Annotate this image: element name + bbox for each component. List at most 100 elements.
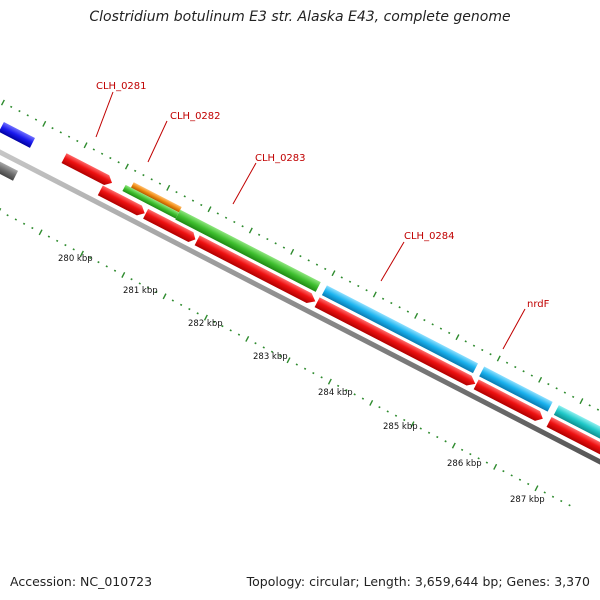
minor-tick	[527, 482, 530, 486]
minor-tick	[142, 173, 145, 177]
minor-tick	[72, 248, 75, 251]
minor-tick	[439, 327, 443, 330]
cds-feature[interactable]	[97, 185, 147, 218]
minor-tick	[100, 152, 104, 155]
kbp-label-286: 286 kbp	[447, 459, 482, 469]
minor-tick	[266, 237, 269, 241]
gene-feature-teal[interactable]	[553, 405, 600, 457]
major-tick	[538, 376, 543, 383]
blue-feature[interactable]	[0, 122, 36, 148]
major-tick	[0, 99, 5, 106]
gene-label-clh0283[interactable]: CLH_0283	[255, 153, 306, 164]
gene-feature-orange[interactable]	[130, 182, 182, 213]
minor-tick	[282, 246, 286, 249]
gene-label-clh0284[interactable]: CLH_0284	[404, 231, 455, 242]
major-tick	[369, 399, 374, 406]
minor-tick	[423, 318, 426, 322]
minor-tick	[386, 410, 389, 413]
minor-tick	[378, 406, 381, 409]
minor-tick	[183, 195, 186, 198]
gene-label-clh0281[interactable]: CLH_0281	[96, 81, 147, 92]
minor-tick	[26, 114, 29, 117]
minor-tick	[320, 376, 323, 379]
minor-tick	[522, 370, 525, 373]
kbp-label-287: 287 kbp	[510, 495, 545, 505]
minor-tick	[543, 491, 546, 494]
minor-tick	[324, 267, 327, 271]
minor-tick	[262, 346, 265, 349]
minor-tick	[22, 222, 26, 225]
minor-tick	[6, 214, 9, 217]
gene-label-nrdf[interactable]: nrdF	[527, 299, 550, 310]
minor-tick	[436, 435, 439, 439]
minor-tick	[51, 127, 54, 130]
cds-feature[interactable]	[61, 153, 115, 188]
minor-tick	[191, 199, 195, 202]
gene-feature-skyblue[interactable]	[479, 366, 553, 412]
minor-tick	[403, 418, 406, 422]
cds-feature[interactable]	[143, 208, 198, 244]
cds-feature[interactable]	[473, 379, 546, 423]
minor-tick	[89, 256, 92, 260]
minor-tick	[221, 325, 224, 328]
major-tick	[207, 206, 212, 213]
minor-tick	[505, 361, 509, 364]
minor-tick	[547, 382, 550, 386]
minor-tick	[510, 474, 513, 477]
gene-feature-green[interactable]	[175, 209, 321, 292]
kbp-label-284: 284 kbp	[318, 388, 353, 398]
minor-tick	[299, 254, 302, 258]
genome-backbone	[0, 149, 600, 465]
minor-tick	[158, 182, 162, 185]
major-tick	[331, 270, 336, 277]
major-tick	[493, 463, 498, 470]
minor-tick	[31, 226, 34, 230]
major-tick	[248, 227, 253, 234]
minor-tick	[188, 307, 191, 311]
kbp-label-281: 281 kbp	[123, 286, 158, 296]
minor-tick	[155, 290, 158, 294]
major-tick	[79, 250, 84, 257]
gene-label-clh0282[interactable]: CLH_0282	[170, 111, 221, 122]
gene-feature-green[interactable]	[122, 184, 179, 219]
minor-tick	[460, 448, 464, 451]
cds-feature[interactable]	[546, 417, 600, 467]
minor-tick	[551, 495, 555, 498]
minor-tick	[237, 333, 241, 336]
kbp-label-285: 285 kbp	[383, 422, 418, 432]
major-tick	[286, 357, 291, 364]
minor-tick	[568, 504, 571, 507]
minor-tick	[241, 225, 244, 228]
kbp-label-280: 280 kbp	[58, 254, 93, 264]
feature-tracks	[0, 122, 600, 467]
kbp-labels: 280 kbp 281 kbp 282 kbp 283 kbp 284 kbp …	[58, 254, 545, 505]
minor-tick	[92, 148, 96, 151]
minor-tick	[200, 203, 203, 207]
major-tick	[327, 378, 332, 385]
major-tick	[455, 334, 460, 341]
minor-tick	[353, 393, 356, 396]
minor-tick	[394, 414, 398, 417]
topology-text: Topology: circular; Length: 3,659,644 bp…	[246, 574, 590, 589]
gray-feature[interactable]	[0, 154, 19, 181]
gene-labels: CLH_0281 CLH_0282 CLH_0283 CLH_0284 nrdF	[96, 81, 550, 310]
minor-tick	[481, 348, 484, 352]
minor-tick	[171, 299, 175, 302]
gene-feature-skyblue[interactable]	[321, 285, 479, 374]
minor-tick	[431, 323, 434, 326]
minor-tick	[345, 389, 348, 392]
minor-tick	[179, 303, 183, 306]
major-tick	[579, 398, 584, 405]
cds-feature[interactable]	[194, 235, 318, 306]
minor-tick	[133, 169, 137, 172]
minor-tick	[109, 156, 112, 160]
minor-tick	[47, 235, 51, 238]
inner-tick-ring	[0, 207, 571, 507]
cds-feature[interactable]	[314, 297, 478, 388]
minor-tick	[427, 431, 431, 434]
minor-tick	[571, 395, 575, 399]
minor-tick	[130, 278, 133, 281]
minor-tick	[34, 118, 38, 121]
minor-tick	[117, 161, 120, 164]
